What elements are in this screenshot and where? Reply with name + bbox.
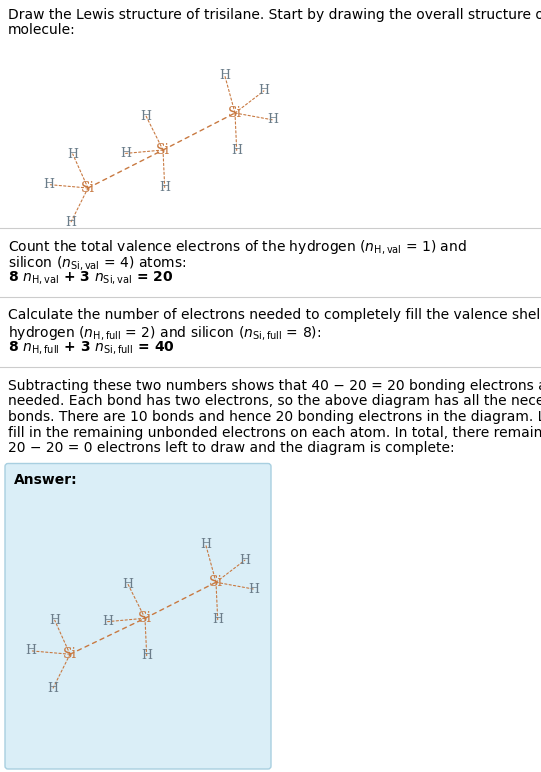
Text: H: H (259, 84, 269, 97)
Text: 20 − 20 = 0 electrons left to draw and the diagram is complete:: 20 − 20 = 0 electrons left to draw and t… (8, 441, 454, 455)
Text: Si: Si (138, 611, 152, 625)
Text: Si: Si (81, 181, 95, 195)
Text: molecule:: molecule: (8, 23, 76, 38)
Text: bonds. There are 10 bonds and hence 20 bonding electrons in the diagram. Lastly,: bonds. There are 10 bonds and hence 20 b… (8, 410, 541, 424)
Text: H: H (120, 147, 131, 160)
Text: H: H (67, 147, 78, 161)
FancyBboxPatch shape (5, 463, 271, 769)
Text: H: H (267, 113, 278, 127)
Text: Si: Si (209, 575, 223, 589)
Text: Draw the Lewis structure of trisilane. Start by drawing the overall structure of: Draw the Lewis structure of trisilane. S… (8, 8, 541, 22)
Text: fill in the remaining unbonded electrons on each atom. In total, there remain: fill in the remaining unbonded electrons… (8, 425, 541, 439)
Text: H: H (248, 583, 259, 595)
Text: Calculate the number of electrons needed to completely fill the valence shells f: Calculate the number of electrons needed… (8, 309, 541, 323)
Text: H: H (200, 538, 212, 551)
Text: H: H (122, 577, 134, 591)
Text: H: H (159, 181, 170, 194)
Text: H: H (219, 69, 230, 82)
Text: Si: Si (156, 143, 170, 157)
Text: Si: Si (63, 647, 77, 662)
Text: silicon ($n_{\mathrm{Si,val}}$ = 4) atoms:: silicon ($n_{\mathrm{Si,val}}$ = 4) atom… (8, 253, 186, 272)
Text: H: H (65, 215, 76, 229)
Text: hydrogen ($n_{\mathrm{H,full}}$ = 2) and silicon ($n_{\mathrm{Si,full}}$ = 8):: hydrogen ($n_{\mathrm{H,full}}$ = 2) and… (8, 324, 321, 342)
Text: H: H (25, 645, 36, 657)
Text: H: H (43, 178, 55, 191)
Text: needed. Each bond has two electrons, so the above diagram has all the necessary: needed. Each bond has two electrons, so … (8, 394, 541, 408)
Text: 8 $n_{\mathrm{H,full}}$ + 3 $n_{\mathrm{Si,full}}$ = 40: 8 $n_{\mathrm{H,full}}$ + 3 $n_{\mathrm{… (8, 340, 175, 357)
Text: Si: Si (228, 106, 242, 120)
Text: H: H (49, 614, 60, 627)
Text: Count the total valence electrons of the hydrogen ($n_{\mathrm{H,val}}$ = 1) and: Count the total valence electrons of the… (8, 238, 467, 256)
Text: Answer:: Answer: (14, 472, 77, 486)
Text: H: H (48, 682, 58, 695)
Text: Subtracting these two numbers shows that 40 − 20 = 20 bonding electrons are: Subtracting these two numbers shows that… (8, 379, 541, 393)
Text: H: H (212, 613, 223, 626)
Text: H: H (141, 649, 152, 662)
Text: H: H (231, 144, 242, 157)
Text: H: H (240, 554, 250, 567)
Text: H: H (141, 110, 151, 123)
Text: H: H (102, 615, 113, 628)
Text: 8 $n_{\mathrm{H,val}}$ + 3 $n_{\mathrm{Si,val}}$ = 20: 8 $n_{\mathrm{H,val}}$ + 3 $n_{\mathrm{S… (8, 269, 174, 286)
